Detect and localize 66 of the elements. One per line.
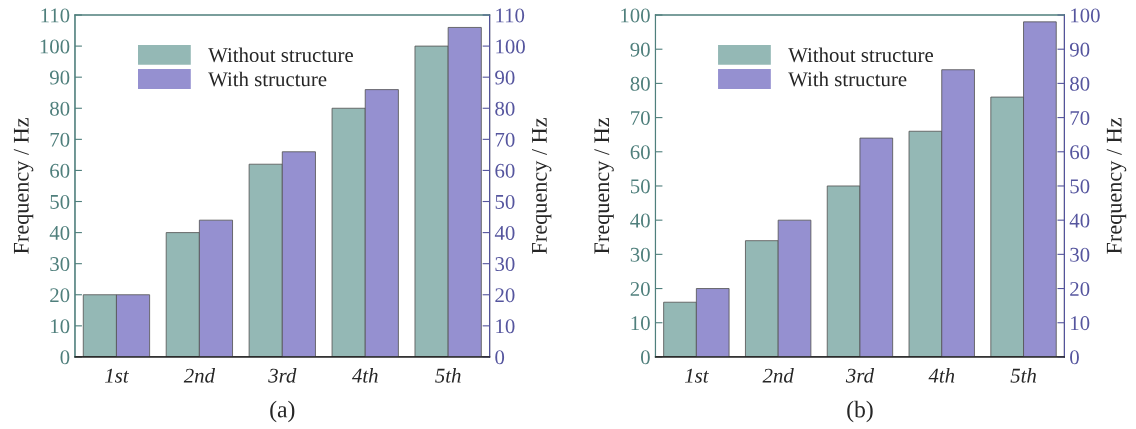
- y-tick-label: 100: [40, 39, 70, 54]
- y-tick-label: 40: [49, 225, 70, 241]
- y-tick-label: 0: [60, 350, 70, 365]
- y-tick-label: 90: [49, 70, 70, 85]
- x-tick-label: 4th: [351, 368, 378, 383]
- x-tick-label: 1st: [105, 368, 130, 383]
- x-tick-label: 5th: [435, 368, 461, 383]
- x-tick-label: 2nd: [762, 368, 794, 383]
- y2-tick-label: 0: [1070, 350, 1079, 365]
- y-tick-label: 50: [630, 179, 650, 194]
- y-tick-label: 50: [50, 194, 70, 209]
- y2-tick-label: 90: [1069, 42, 1090, 57]
- y2-axis-title: Frequency / Hz: [1106, 118, 1127, 254]
- y2-tick-label: 90: [495, 70, 515, 85]
- y2-tick-label: 30: [495, 257, 515, 272]
- y2-tick-label: 50: [495, 194, 515, 209]
- y-tick-label: 80: [50, 101, 70, 116]
- x-tick-label: 4th: [928, 368, 955, 383]
- x-tick-label: 1st: [684, 368, 709, 383]
- y2-tick-label: 70: [495, 132, 515, 147]
- y2-tick-label: 80: [1070, 76, 1090, 91]
- legend-label: With structure: [208, 71, 327, 87]
- y-tick-label: 10: [631, 316, 650, 331]
- y-axis-title: Frequency / Hz: [594, 118, 614, 254]
- y2-tick-label: 0: [495, 350, 505, 365]
- x-tick-label: 3rd: [845, 368, 875, 383]
- x-axis-title: (a): [270, 400, 295, 423]
- y-tick-label: 10: [51, 319, 70, 334]
- legend-label: Without structure: [208, 47, 353, 63]
- x-tick-label: 2nd: [183, 368, 216, 383]
- y2-tick-label: 10: [1071, 316, 1090, 331]
- y2-tick-label: 30: [1070, 247, 1090, 262]
- x-tick-label: 5th: [1010, 368, 1036, 383]
- y2-tick-label: 40: [1069, 213, 1090, 228]
- y-tick-label: 90: [630, 42, 650, 57]
- legend-label: Without structure: [788, 47, 934, 63]
- y-tick-label: 60: [630, 145, 650, 160]
- y-tick-label: 80: [630, 76, 650, 91]
- y2-tick-label: 40: [494, 225, 515, 241]
- y-tick-label: 100: [621, 8, 650, 23]
- y-tick-label: 30: [630, 247, 650, 262]
- legend-label: With structure: [788, 71, 907, 87]
- y-tick-label: 30: [50, 257, 70, 272]
- y2-axis-title: Frequency / Hz: [531, 118, 552, 254]
- y2-tick-label: 10: [496, 319, 515, 334]
- y2-tick-label: 60: [1070, 145, 1090, 160]
- y2-tick-label: 20: [1070, 281, 1090, 296]
- y-axis-title: Frequency / Hz: [13, 118, 34, 254]
- x-axis-title: (b): [847, 400, 873, 423]
- y2-tick-label: 100: [496, 39, 525, 54]
- y-tick-label: 40: [630, 213, 650, 228]
- y-tick-label: 70: [50, 132, 70, 147]
- x-tick-label: 3rd: [268, 368, 297, 383]
- y2-tick-label: 80: [495, 101, 515, 116]
- y2-tick-label: 100: [1071, 8, 1100, 23]
- y-tick-label: 20: [50, 288, 70, 303]
- y2-tick-label: 70: [1070, 110, 1090, 126]
- y2-tick-label: 110: [496, 8, 525, 23]
- y-tick-label: 0: [640, 350, 650, 365]
- y2-tick-label: 20: [495, 288, 515, 303]
- y-tick-label: 20: [630, 281, 650, 296]
- y-tick-label: 110: [41, 8, 70, 23]
- y2-tick-label: 60: [495, 163, 515, 178]
- y-tick-label: 60: [50, 163, 70, 178]
- y-tick-label: 70: [631, 110, 650, 126]
- y2-tick-label: 50: [1070, 179, 1090, 194]
